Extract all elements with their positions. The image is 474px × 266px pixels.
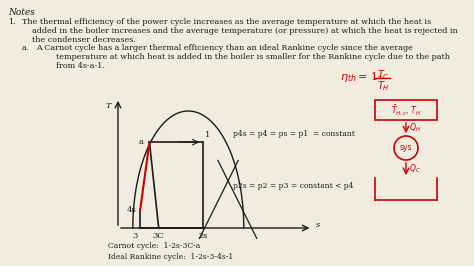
Text: = 1-: = 1- xyxy=(358,72,382,82)
Text: The thermal efficiency of the power cycle increases as the average temperature a: The thermal efficiency of the power cycl… xyxy=(22,18,458,44)
Text: p2s = p2 = p3 = constant < p4: p2s = p2 = p3 = constant < p4 xyxy=(233,182,353,190)
Text: Carnot cycle:  1-2s-3C-a: Carnot cycle: 1-2s-3C-a xyxy=(108,242,201,250)
Text: $\bar{T}_{H,c}$, $T_H$: $\bar{T}_{H,c}$, $T_H$ xyxy=(391,103,421,117)
Text: $T_C$: $T_C$ xyxy=(377,68,390,82)
Text: 2s: 2s xyxy=(198,232,208,240)
Text: T: T xyxy=(106,102,111,110)
Text: s: s xyxy=(316,221,320,229)
Text: 3C: 3C xyxy=(153,232,164,240)
Bar xyxy=(375,100,437,120)
Text: 1.: 1. xyxy=(8,18,16,26)
Text: A Carnot cycle has a larger thermal efficiency than an ideal Rankine cycle since: A Carnot cycle has a larger thermal effi… xyxy=(36,44,450,70)
Text: 1: 1 xyxy=(205,131,210,139)
Text: p4s = p4 = ps = p1  = constant: p4s = p4 = ps = p1 = constant xyxy=(233,130,355,138)
Text: 3: 3 xyxy=(133,232,138,240)
Text: $\eta_{th}$: $\eta_{th}$ xyxy=(340,72,356,84)
Text: a: a xyxy=(138,138,144,146)
Text: Ideal Rankine cycle:  1-2s-3-4s-1: Ideal Rankine cycle: 1-2s-3-4s-1 xyxy=(108,253,233,261)
Text: 4s: 4s xyxy=(127,206,136,214)
Text: Notes: Notes xyxy=(8,8,35,17)
Text: $T_H$: $T_H$ xyxy=(377,79,390,93)
Text: $Q_C$: $Q_C$ xyxy=(409,163,421,175)
Text: sys: sys xyxy=(400,143,412,152)
Text: $Q_H$: $Q_H$ xyxy=(409,122,421,134)
Text: a.: a. xyxy=(22,44,29,52)
